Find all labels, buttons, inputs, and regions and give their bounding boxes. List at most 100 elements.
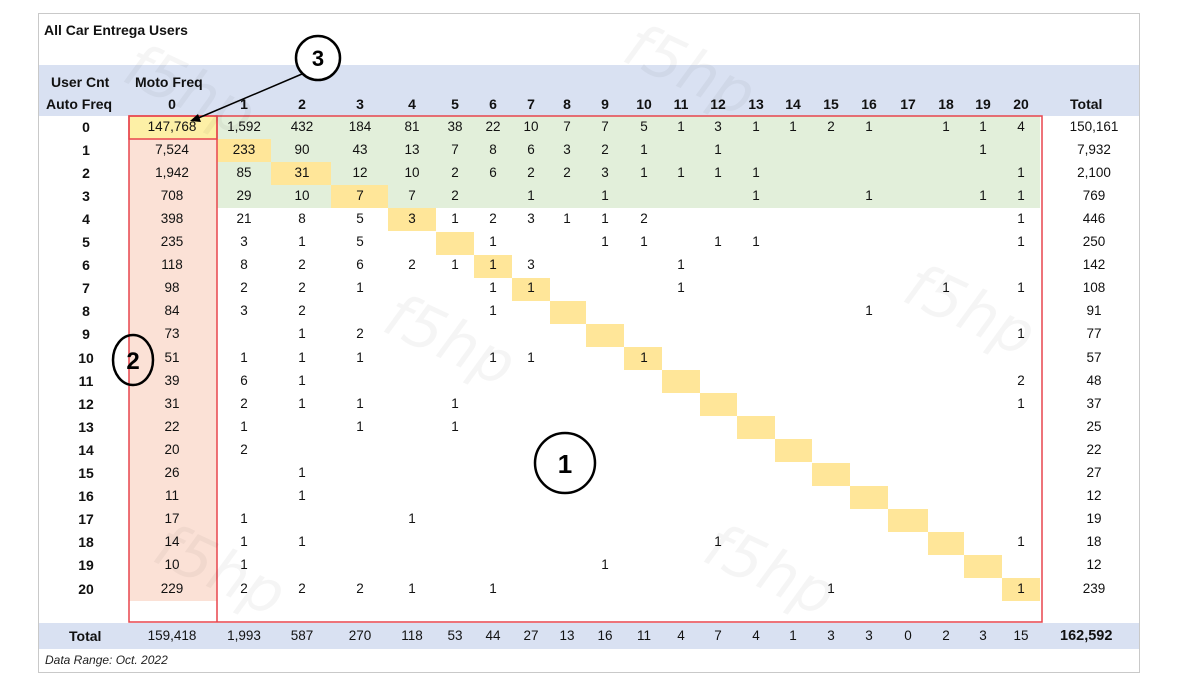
table-cell: 1 xyxy=(298,395,306,411)
diagonal-cell-3 xyxy=(331,185,388,209)
diagonal-cell-18 xyxy=(928,531,964,555)
table-cell: 1 xyxy=(298,234,306,250)
table-cell: 3 xyxy=(240,303,248,319)
table-cell: 1 xyxy=(1017,280,1025,296)
table-cell: 1 xyxy=(640,141,648,157)
col-header-3: 3 xyxy=(356,96,364,112)
row-total-1: 7,932 xyxy=(1077,141,1111,157)
table-cell: 3 xyxy=(408,210,416,226)
table-cell: 1,942 xyxy=(155,164,189,180)
table-cell: 90 xyxy=(294,141,310,157)
table-cell: 1 xyxy=(827,580,835,596)
table-cell: 38 xyxy=(447,118,463,134)
table-cell: 1 xyxy=(979,118,987,134)
col-header-11: 11 xyxy=(673,96,689,112)
table-cell: 7 xyxy=(408,187,416,203)
table-cell: 1 xyxy=(677,118,685,134)
table-cell: 1 xyxy=(489,234,497,250)
table-cell: 1 xyxy=(489,257,497,273)
diagonal-cell-5 xyxy=(436,231,474,255)
table-cell: 1 xyxy=(865,303,873,319)
table-cell: 1 xyxy=(1017,210,1025,226)
table-cell: 1 xyxy=(752,118,760,134)
table-cell: 2 xyxy=(298,303,306,319)
row-total-10: 57 xyxy=(1086,349,1102,365)
column-total-11: 4 xyxy=(677,628,685,643)
table-cell: 1 xyxy=(677,280,685,296)
table-cell: 1 xyxy=(752,164,760,180)
diagonal-cell-1 xyxy=(217,139,271,163)
col-header-9: 9 xyxy=(601,96,609,112)
col-header-13: 13 xyxy=(748,96,764,112)
cell-0-0-highlight xyxy=(129,116,217,140)
table-cell: 1 xyxy=(240,349,248,365)
column-total-13: 4 xyxy=(752,628,760,643)
column-total-0: 159,418 xyxy=(147,628,197,643)
table-cell: 1 xyxy=(527,349,535,365)
col-header-2: 2 xyxy=(298,96,306,112)
table-cell: 2 xyxy=(298,280,306,296)
row-header-20: 20 xyxy=(78,580,94,597)
table-cell: 17 xyxy=(164,511,180,527)
row-total-9: 77 xyxy=(1086,326,1102,342)
row-axis-label: Auto Freq xyxy=(46,96,113,112)
table-cell: 1 xyxy=(865,118,873,134)
diagonal-cell-19 xyxy=(964,554,1002,578)
table-cell: 85 xyxy=(236,164,252,180)
row-total-2: 2,100 xyxy=(1077,164,1111,180)
row-total-15: 27 xyxy=(1086,465,1102,481)
table-cell: 10 xyxy=(404,164,420,180)
table-cell: 1 xyxy=(752,187,760,203)
row-header-17: 17 xyxy=(78,511,94,528)
table-cell: 1 xyxy=(451,395,459,411)
table-cell: 21 xyxy=(236,210,252,226)
table-cell: 229 xyxy=(160,580,184,596)
table-cell: 10 xyxy=(294,187,310,203)
table-cell: 1 xyxy=(408,580,416,596)
table-cell: 1 xyxy=(408,511,416,527)
table-cell: 1 xyxy=(451,418,459,434)
table-cell: 5 xyxy=(356,234,364,250)
table-cell: 1 xyxy=(240,418,248,434)
column-total-18: 2 xyxy=(942,628,950,643)
row-total-8: 91 xyxy=(1086,303,1102,319)
table-cell: 7 xyxy=(451,141,459,157)
table-cell: 1 xyxy=(298,349,306,365)
column-total-5: 53 xyxy=(447,628,463,643)
row-total-13: 25 xyxy=(1086,418,1102,434)
table-cell: 2 xyxy=(640,210,648,226)
table-cell: 2 xyxy=(601,141,609,157)
row-header-8: 8 xyxy=(82,303,90,320)
table-cell: 39 xyxy=(164,372,180,388)
table-cell: 3 xyxy=(714,118,722,134)
table-cell: 6 xyxy=(356,257,364,273)
table-cell: 2 xyxy=(240,441,248,457)
row-header-15: 15 xyxy=(78,465,94,482)
row-header-19: 19 xyxy=(78,557,94,574)
table-cell: 2 xyxy=(451,187,459,203)
row-total-16: 12 xyxy=(1086,488,1102,504)
col-header-4: 4 xyxy=(408,96,416,112)
total-row-label: Total xyxy=(69,628,102,644)
callout-1-circle xyxy=(533,431,597,495)
table-cell: 1 xyxy=(714,534,722,550)
row-header-4: 4 xyxy=(82,210,90,227)
table-cell: 1 xyxy=(240,511,248,527)
table-cell: 1 xyxy=(298,465,306,481)
diagonal-cell-15 xyxy=(812,462,850,486)
table-cell: 8 xyxy=(240,257,248,273)
corner-user-cnt: User Cnt xyxy=(51,74,110,90)
diagonal-cell-14 xyxy=(775,439,812,463)
table-cell: 84 xyxy=(164,303,180,319)
table-cell: 8 xyxy=(489,141,497,157)
table-cell: 708 xyxy=(160,187,184,203)
table-cell: 98 xyxy=(164,280,180,296)
row-total-19: 12 xyxy=(1086,557,1102,573)
row-header-9: 9 xyxy=(82,326,90,343)
table-cell: 11 xyxy=(164,488,179,504)
main-outline xyxy=(128,115,1043,623)
table-cell: 1 xyxy=(640,234,648,250)
table-cell: 2 xyxy=(827,118,835,134)
col-header-18: 18 xyxy=(938,96,954,112)
table-cell: 2 xyxy=(240,280,248,296)
